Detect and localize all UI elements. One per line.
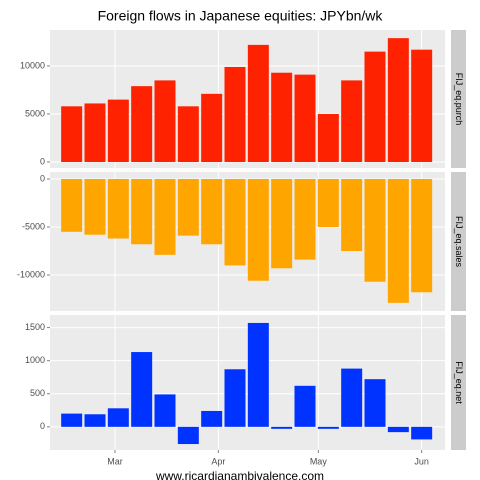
bar (131, 352, 153, 427)
strip-background (451, 172, 466, 311)
bar (364, 179, 386, 282)
bar (107, 99, 129, 162)
bar (177, 106, 199, 162)
chart-title: Foreign flows in Japanese equities: JPYb… (98, 8, 384, 24)
bar (387, 179, 409, 303)
bar (201, 410, 223, 427)
bar (341, 368, 363, 427)
bar (271, 426, 293, 429)
bar (341, 179, 363, 252)
bar (201, 179, 223, 245)
bar (317, 426, 339, 429)
y-tick-label: 1500 (25, 322, 45, 332)
bar (224, 179, 246, 266)
bar (411, 49, 433, 162)
bar (294, 179, 316, 260)
y-tick-label: -10000 (17, 269, 45, 279)
x-tick-label: Jun (414, 456, 429, 466)
bar (131, 179, 153, 245)
bar (131, 86, 153, 162)
bar (224, 369, 246, 427)
bar (411, 426, 433, 440)
panel-background (50, 315, 445, 450)
bar (177, 179, 199, 236)
bar (247, 179, 269, 281)
bar (201, 93, 223, 162)
bar (387, 38, 409, 162)
bar (294, 385, 316, 427)
strip-label: FIJ_eq.net (454, 361, 464, 404)
y-tick-label: 0 (40, 156, 45, 166)
bar (154, 394, 176, 427)
bar (317, 179, 339, 228)
bar (154, 179, 176, 255)
bar (294, 74, 316, 162)
bar (224, 66, 246, 162)
bar (247, 322, 269, 427)
bar (271, 72, 293, 162)
bar (387, 426, 409, 433)
bar (271, 179, 293, 269)
strip-label: FIJ_eq.purch (454, 73, 464, 126)
y-tick-label: -5000 (22, 221, 45, 231)
strip-background (451, 315, 466, 450)
bar (84, 414, 106, 427)
bar (364, 51, 386, 162)
bar (107, 179, 129, 239)
strip-label: FIJ_eq.sales (454, 216, 464, 268)
bar (317, 114, 339, 162)
y-tick-label: 0 (40, 421, 45, 431)
bar (247, 44, 269, 162)
bar (411, 179, 433, 293)
bar (84, 103, 106, 162)
bar (154, 80, 176, 162)
bar (364, 379, 386, 427)
x-tick-label: Apr (211, 456, 225, 466)
bar (84, 179, 106, 235)
strip-background (451, 30, 466, 168)
x-axis-label: www.ricardianambivalence.com (155, 469, 324, 480)
y-tick-label: 10000 (20, 60, 45, 70)
x-tick-label: May (310, 456, 328, 466)
y-tick-label: 500 (30, 388, 45, 398)
bar (61, 179, 83, 232)
bar (61, 106, 83, 162)
bar (61, 413, 83, 427)
x-tick-label: Mar (107, 456, 123, 466)
y-tick-label: 5000 (25, 108, 45, 118)
bar (177, 426, 199, 445)
bar (107, 408, 129, 427)
y-tick-label: 1000 (25, 355, 45, 365)
y-tick-label: 0 (40, 173, 45, 183)
bar (341, 80, 363, 162)
